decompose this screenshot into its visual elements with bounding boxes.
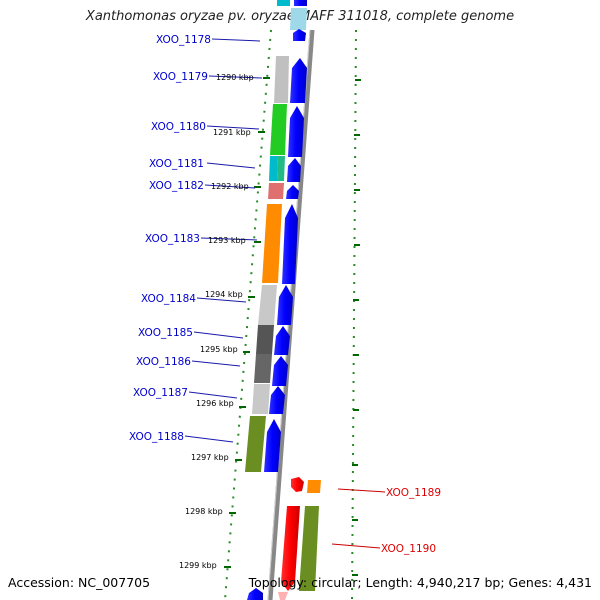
scale-label: 1297 kbp [191, 453, 229, 462]
cog-block-1184 [258, 285, 277, 325]
gene-label-xoo-1181[interactable]: XOO_1181 [149, 158, 204, 170]
scale-label: 1298 kbp [185, 507, 223, 516]
cog-block-1179 [274, 56, 289, 103]
gene-label-xoo-1185[interactable]: XOO_1185 [138, 327, 193, 339]
cog-block-1183 [262, 204, 282, 283]
cog-block-1181b [277, 156, 285, 181]
gene-label-xoo-1178[interactable]: XOO_1178 [156, 34, 211, 46]
genome-summary: Topology: circular; Length: 4,940,217 bp… [249, 575, 592, 590]
gene-arrow-1177 [294, 0, 307, 6]
scale-label: 1290 kbp [216, 73, 254, 82]
gene-arrow-1181 [287, 158, 301, 182]
cog-block-1180 [270, 104, 287, 155]
scale-label: 1293 kbp [208, 236, 246, 245]
gene-arrow-1178 [293, 29, 306, 41]
cog-block-1182 [268, 183, 284, 199]
genome-map-canvas: XOO_1178 XOO_1179 XOO_1180 XOO_1181 XOO_… [0, 0, 600, 600]
right-leader-lines [332, 489, 385, 548]
gene-label-xoo-1186[interactable]: XOO_1186 [136, 356, 191, 368]
scale-label: 1299 kbp [179, 561, 217, 570]
cog-block-1181 [269, 156, 278, 181]
gene-arrow-1180 [288, 106, 304, 157]
gene-label-xoo-1187[interactable]: XOO_1187 [133, 387, 188, 399]
gene-arrow-1182 [286, 185, 299, 199]
gene-label-xoo-1188[interactable]: XOO_1188 [129, 431, 184, 443]
gene-label-xoo-1182[interactable]: XOO_1182 [149, 180, 204, 192]
cog-block-1187 [252, 384, 270, 414]
gene-arrow-bottom-red [278, 592, 288, 600]
gene-label-xoo-1180[interactable]: XOO_1180 [151, 121, 206, 133]
cog-block-1185 [256, 325, 274, 354]
cog-block-1188 [245, 416, 266, 472]
gene-arrow-1188 [264, 419, 281, 472]
gene-label-xoo-1184[interactable]: XOO_1184 [141, 293, 196, 305]
scale-label: 1296 kbp [196, 399, 234, 408]
scale-label: 1291 kbp [213, 128, 251, 137]
gene-label-xoo-1189[interactable]: XOO_1189 [386, 487, 441, 499]
right-dotted-track [352, 30, 356, 600]
accession-label: Accession: NC_007705 [8, 575, 150, 590]
genome-map: Xanthomonas oryzae pv. oryzae MAFF 31101… [0, 0, 600, 600]
gene-arrow-1187 [269, 386, 285, 414]
gene-label-xoo-1179[interactable]: XOO_1179 [153, 71, 208, 83]
gene-label-xoo-1183[interactable]: XOO_1183 [145, 233, 200, 245]
gene-arrow-1189 [291, 477, 304, 492]
gene-label-xoo-1190[interactable]: XOO_1190 [381, 543, 436, 555]
cog-block-1186 [254, 354, 272, 383]
gene-arrow-1179 [290, 58, 307, 103]
cog-block-1189 [307, 480, 321, 493]
scale-label: 1295 kbp [200, 345, 238, 354]
scale-label: 1294 kbp [205, 290, 243, 299]
scale-label: 1292 kbp [211, 182, 249, 191]
cog-block-1178 [277, 0, 290, 6]
cog-block-1178b [290, 8, 307, 30]
